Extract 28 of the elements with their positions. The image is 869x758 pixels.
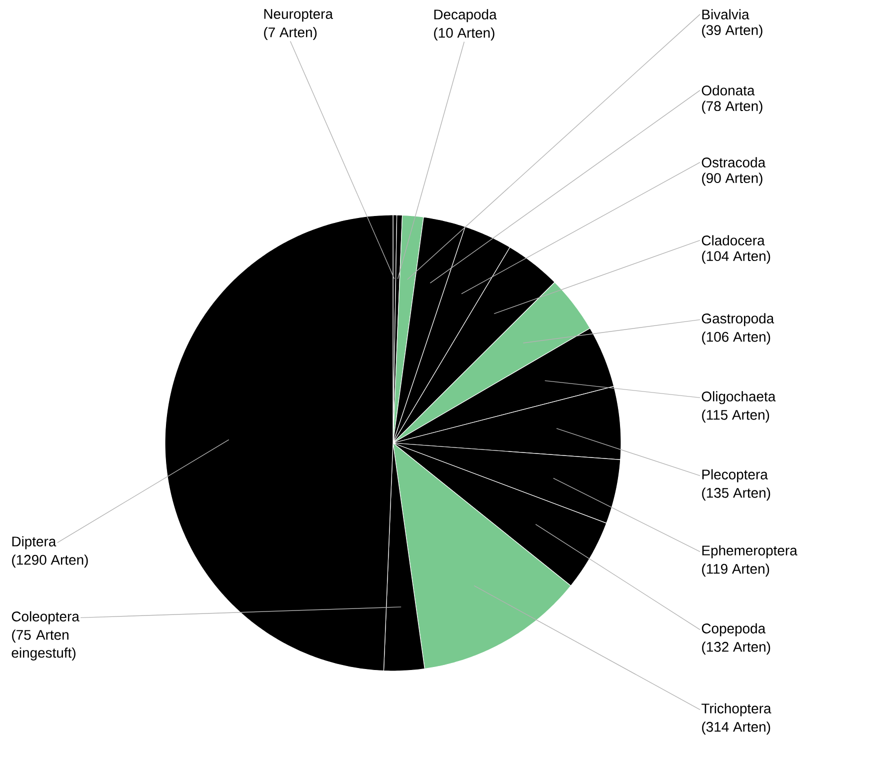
data-label: (39 Arten) (702, 24, 762, 38)
data-label: (7 Arten) (264, 27, 317, 40)
data-label: (90 Arten) (702, 172, 762, 186)
data-label: (75 Arten eingestuft) (12, 630, 76, 661)
slice-label: Plecoptera (702, 469, 768, 482)
slice-label: Bivalvia (702, 9, 750, 20)
data-label: (115 Arten) (702, 410, 770, 423)
slice-label: Odonata (702, 85, 755, 96)
data-label: (106 Arten) (702, 332, 770, 345)
slice-label: Decapoda (434, 9, 497, 22)
data-label: (1290 Arten) (12, 554, 88, 568)
data-label: (78 Arten) (702, 100, 762, 114)
slice-label: Diptera (12, 536, 56, 550)
slice-label: Oligochaeta (702, 391, 776, 404)
slice-label: Ephemeroptera (702, 545, 798, 558)
data-label: (10 Arten) (434, 28, 494, 41)
data-label: (314 Arten) (702, 722, 770, 735)
data-label: (132 Arten) (702, 642, 770, 655)
slice-label: Trichoptera (702, 703, 772, 716)
slice-label: Coleoptera (12, 611, 80, 624)
slice-label: Copepoda (702, 623, 766, 636)
slice-label: Cladocera (702, 235, 765, 246)
data-label: (135 Arten) (702, 488, 770, 501)
slice-label: Neuroptera (264, 9, 333, 22)
slice-label: Gastropoda (702, 313, 774, 326)
slice-label: Ostracoda (702, 157, 766, 168)
data-label: (119 Arten) (702, 564, 770, 577)
data-label: (104 Arten) (702, 250, 770, 264)
